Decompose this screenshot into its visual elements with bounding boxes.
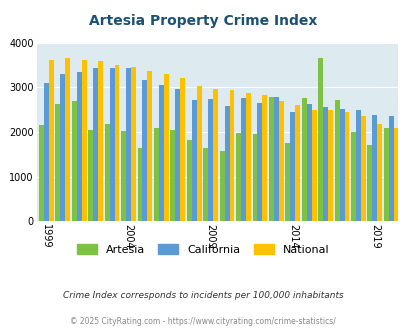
Bar — [306, 104, 311, 221]
Bar — [371, 115, 376, 221]
Bar — [311, 110, 316, 221]
Bar — [170, 130, 175, 221]
Bar — [285, 143, 290, 221]
Bar — [339, 109, 344, 221]
Bar — [147, 71, 152, 221]
Bar — [203, 148, 208, 221]
Bar — [290, 112, 294, 221]
Bar — [219, 151, 224, 221]
Bar — [268, 97, 273, 221]
Bar — [213, 89, 217, 221]
Bar — [245, 93, 250, 221]
Bar — [98, 61, 103, 221]
Bar — [196, 86, 201, 221]
Bar — [60, 74, 65, 221]
Bar — [186, 140, 191, 221]
Bar — [208, 99, 213, 221]
Bar — [65, 58, 70, 221]
Bar — [318, 58, 322, 221]
Bar — [126, 68, 131, 221]
Bar — [44, 83, 49, 221]
Bar — [376, 124, 382, 221]
Bar — [241, 98, 245, 221]
Bar — [350, 132, 355, 221]
Legend: Artesia, California, National: Artesia, California, National — [73, 241, 332, 258]
Bar — [88, 130, 93, 221]
Bar — [301, 98, 306, 221]
Bar — [158, 85, 164, 221]
Bar — [137, 148, 142, 221]
Bar — [388, 116, 393, 221]
Bar — [131, 67, 136, 221]
Bar — [104, 124, 109, 221]
Text: Artesia Property Crime Index: Artesia Property Crime Index — [89, 15, 316, 28]
Bar — [322, 107, 327, 221]
Bar — [72, 101, 77, 221]
Bar — [191, 100, 196, 221]
Bar — [257, 103, 262, 221]
Bar — [175, 89, 180, 221]
Bar — [81, 60, 86, 221]
Bar — [77, 72, 81, 221]
Bar — [153, 127, 158, 221]
Text: Crime Index corresponds to incidents per 100,000 inhabitants: Crime Index corresponds to incidents per… — [62, 291, 343, 300]
Bar — [252, 134, 257, 221]
Bar — [114, 65, 119, 221]
Bar — [224, 106, 229, 221]
Bar — [344, 112, 349, 221]
Bar — [142, 80, 147, 221]
Text: © 2025 CityRating.com - https://www.cityrating.com/crime-statistics/: © 2025 CityRating.com - https://www.city… — [70, 317, 335, 326]
Bar — [236, 133, 241, 221]
Bar — [327, 110, 332, 221]
Bar — [49, 60, 53, 221]
Bar — [273, 97, 278, 221]
Bar — [121, 131, 126, 221]
Bar — [383, 127, 388, 221]
Bar — [180, 78, 185, 221]
Bar — [278, 101, 283, 221]
Bar — [93, 68, 98, 221]
Bar — [229, 90, 234, 221]
Bar — [367, 145, 371, 221]
Bar — [164, 74, 168, 221]
Bar — [39, 125, 44, 221]
Bar — [334, 100, 339, 221]
Bar — [294, 105, 299, 221]
Bar — [55, 104, 60, 221]
Bar — [355, 110, 360, 221]
Bar — [393, 128, 398, 221]
Bar — [360, 116, 365, 221]
Bar — [262, 95, 266, 221]
Bar — [109, 68, 114, 221]
